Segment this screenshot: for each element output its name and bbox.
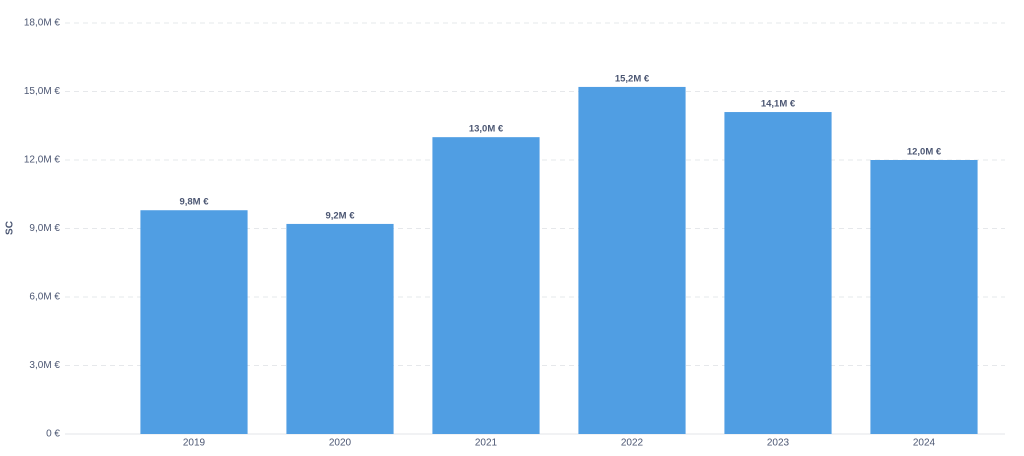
- value-label: 13,0M €: [469, 124, 504, 135]
- x-tick-label: 2023: [767, 438, 790, 449]
- bar: [724, 112, 832, 435]
- x-tick-label: 2019: [183, 438, 206, 449]
- bar: [578, 86, 686, 434]
- bar: [432, 137, 540, 434]
- y-tick-label: 6,0M €: [29, 292, 60, 303]
- value-label: 15,2M €: [615, 73, 650, 84]
- value-label: 9,8M €: [179, 197, 209, 208]
- y-tick-label: 12,0M €: [24, 155, 61, 166]
- y-tick-label: 9,0M €: [29, 223, 60, 234]
- x-tick-label: 2021: [475, 438, 498, 449]
- y-axis-label: SC: [5, 221, 16, 235]
- bar: [870, 160, 978, 434]
- y-tick-label: 15,0M €: [24, 86, 61, 97]
- x-tick-label: 2024: [913, 438, 936, 449]
- x-tick-label: 2022: [621, 438, 644, 449]
- value-label: 14,1M €: [761, 99, 796, 110]
- bar: [140, 210, 248, 434]
- value-label: 12,0M €: [907, 147, 942, 158]
- y-tick-label: 3,0M €: [29, 360, 60, 371]
- value-label: 9,2M €: [325, 210, 355, 221]
- y-tick-label: 18,0M €: [24, 18, 61, 29]
- bar: [286, 223, 394, 434]
- x-tick-label: 2020: [329, 438, 352, 449]
- y-tick-label: 0 €: [46, 429, 60, 440]
